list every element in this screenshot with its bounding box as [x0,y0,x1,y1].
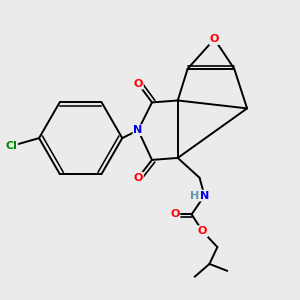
Text: O: O [134,79,143,88]
Text: O: O [170,209,179,219]
Text: O: O [210,34,219,44]
Text: H: H [190,190,199,201]
Text: N: N [200,190,209,201]
Text: O: O [198,226,207,236]
Text: Cl: Cl [5,141,17,151]
Text: O: O [134,173,143,183]
Text: N: N [134,125,143,135]
